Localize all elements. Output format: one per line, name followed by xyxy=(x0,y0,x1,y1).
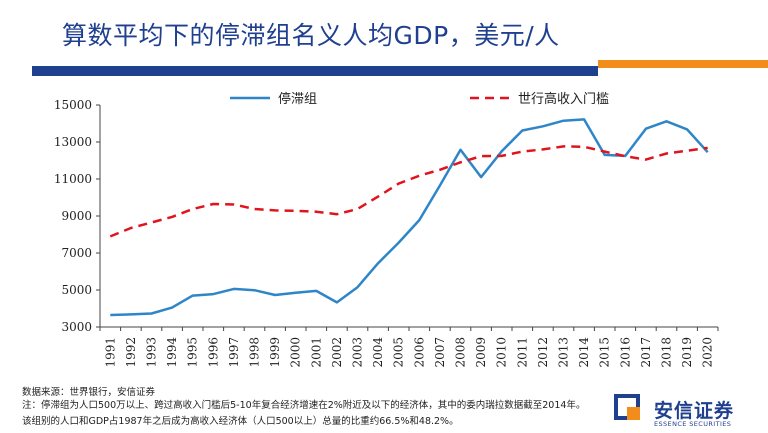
x-tick-label: 1998 xyxy=(248,337,262,368)
data-source: 数据来源：世界银行，安信证券 xyxy=(22,387,156,398)
x-tick-label: 1993 xyxy=(145,337,159,368)
x-tick-label: 2002 xyxy=(330,337,344,368)
x-tick-label: 2003 xyxy=(351,337,365,368)
x-tick-label: 1996 xyxy=(206,337,220,368)
x-tick-label: 1992 xyxy=(124,337,138,368)
footnote: 注：停滞组为人口500万以上、跨过高收入门槛后5-10年复合经济增速在2%附近及… xyxy=(22,400,586,427)
x-tick-label: 2001 xyxy=(309,337,323,368)
x-tick-label: 1997 xyxy=(227,337,241,368)
x-tick-label: 2017 xyxy=(639,337,653,368)
x-tick-label: 2012 xyxy=(536,337,550,368)
title-underline-orange xyxy=(598,60,768,68)
company-logo: 安信证券 ESSENCE SECURITIES xyxy=(614,390,764,430)
x-tick-label: 1994 xyxy=(165,337,179,368)
x-tick-label: 2019 xyxy=(680,337,694,368)
series-line-threshold xyxy=(109,145,708,238)
x-tick-label: 2014 xyxy=(577,337,591,368)
x-tick-label: 2013 xyxy=(557,337,571,368)
y-tick-label: 3000 xyxy=(61,320,92,334)
x-tick-label: 2004 xyxy=(371,337,385,368)
y-tick-label: 13000 xyxy=(54,135,92,149)
legend-stagnation-label: 停滞组 xyxy=(278,91,317,107)
x-tick-label: 1991 xyxy=(103,337,117,368)
x-tick-label: 1999 xyxy=(268,337,282,368)
series-line-stagnation xyxy=(110,118,709,317)
logo-text-cn: 安信证券 xyxy=(654,400,735,422)
x-tick-label: 2018 xyxy=(660,337,674,368)
y-tick-label: 5000 xyxy=(61,283,92,297)
y-tick-label: 15000 xyxy=(54,98,92,112)
logo-text-en: ESSENCE SECURITIES xyxy=(654,420,732,428)
x-tick-label: 2006 xyxy=(412,337,426,368)
title-underline-blue xyxy=(32,66,598,76)
y-tick-label: 11000 xyxy=(54,172,92,186)
x-tick-label: 2011 xyxy=(515,337,529,368)
y-tick-label: 9000 xyxy=(61,209,92,223)
x-tick-label: 2020 xyxy=(701,337,715,368)
x-tick-label: 2015 xyxy=(598,337,612,368)
x-tick-label: 2010 xyxy=(495,337,509,368)
legend-threshold-label: 世行高收入门槛 xyxy=(518,91,609,107)
logo-mark-icon xyxy=(614,394,640,420)
x-tick-label: 2005 xyxy=(392,337,406,368)
chart-title: 算数平均下的停滞组名义人均GDP，美元/人 xyxy=(62,21,560,50)
x-tick-label: 1995 xyxy=(186,337,200,368)
x-tick-label: 2009 xyxy=(474,337,488,368)
line-chart: 3000 5000 7000 9000 11000 13000 15000 1991 1992 1… xyxy=(54,91,719,368)
x-tick-label: 2000 xyxy=(289,337,303,368)
y-tick-label: 7000 xyxy=(61,246,92,260)
x-tick-label: 2007 xyxy=(433,337,447,368)
x-tick-label: 2008 xyxy=(454,337,468,368)
x-tick-label: 2016 xyxy=(618,337,632,368)
